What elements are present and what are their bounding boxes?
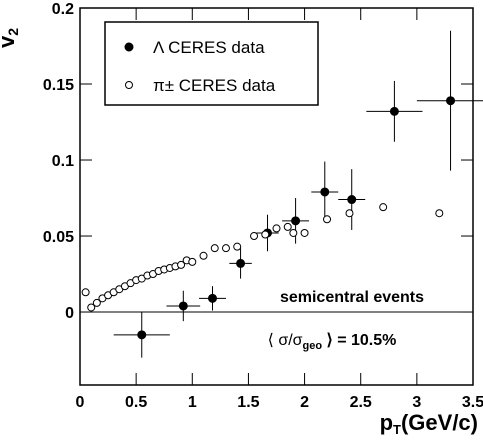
data-point xyxy=(188,257,197,266)
data-point xyxy=(199,251,208,260)
legend-label: π± CERES data xyxy=(153,76,276,95)
x-tick-label: 0 xyxy=(76,394,85,411)
legend-marker xyxy=(125,81,133,89)
data-point xyxy=(379,203,388,212)
x-axis-title: pT(GeV/c) xyxy=(380,410,478,437)
y-tick-label: 0.05 xyxy=(43,229,74,246)
data-point xyxy=(207,293,217,303)
data-point xyxy=(389,106,399,116)
legend-box xyxy=(104,21,319,106)
data-point xyxy=(250,232,259,241)
data-point xyxy=(221,244,230,253)
data-point xyxy=(446,96,456,106)
x-tick-label: 2 xyxy=(300,394,309,411)
y-axis-title: v2 xyxy=(0,28,21,48)
y-tick-label: 0.1 xyxy=(52,153,74,170)
x-tick-label: 3.5 xyxy=(462,394,483,411)
plot-frame xyxy=(79,7,474,386)
data-point xyxy=(320,187,330,197)
data-point xyxy=(347,195,357,205)
x-tick-label: 0.5 xyxy=(125,394,147,411)
data-point xyxy=(87,303,96,312)
data-point xyxy=(283,222,292,231)
data-point xyxy=(435,209,444,218)
data-point xyxy=(261,230,270,239)
data-point xyxy=(177,260,186,269)
legend-label: Λ CERES data xyxy=(153,38,265,57)
data-point xyxy=(323,215,332,224)
annotation: ⟨ σ/σgeo ⟩ = 10.5% xyxy=(268,332,397,352)
data-point xyxy=(345,209,354,218)
data-point xyxy=(289,228,298,237)
data-point xyxy=(137,330,147,340)
x-tick-label: 1.5 xyxy=(237,394,259,411)
x-tick-label: 2.5 xyxy=(350,394,372,411)
x-tick-label: 1 xyxy=(188,394,197,411)
data-point xyxy=(236,258,246,268)
legend-marker xyxy=(124,42,134,52)
annotation: semicentral events xyxy=(280,289,424,306)
data-point xyxy=(233,242,242,251)
data-point xyxy=(272,224,281,233)
data-point xyxy=(178,301,188,311)
data-point xyxy=(291,216,301,226)
data-point xyxy=(300,228,309,237)
y-tick-label: 0.15 xyxy=(43,77,74,94)
data-point xyxy=(210,244,219,253)
data-point xyxy=(92,298,101,307)
y-tick-label: 0.2 xyxy=(52,1,74,18)
x-tick-label: 3 xyxy=(412,394,421,411)
data-point xyxy=(81,288,90,297)
y-tick-label: 0 xyxy=(65,305,74,322)
